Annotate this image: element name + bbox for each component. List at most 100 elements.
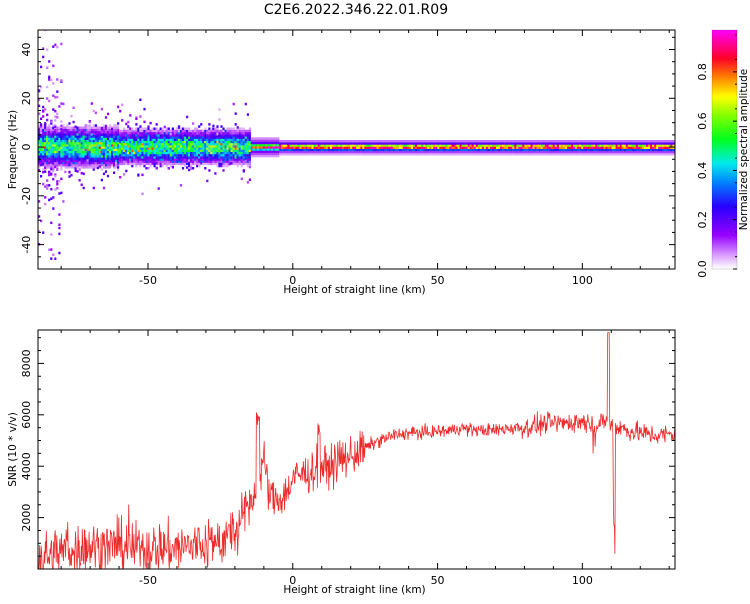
colorbar-segment (712, 121, 737, 125)
heatmap-cell (98, 126, 101, 129)
heatmap-cell (540, 142, 543, 145)
heatmap-cell (646, 146, 649, 149)
heatmap-cell (127, 145, 130, 148)
heatmap-cell (102, 150, 106, 154)
heatmap-cell (58, 180, 61, 183)
heatmap-cell (289, 140, 292, 143)
heatmap-cell (226, 153, 229, 157)
heatmap-cell (607, 142, 610, 145)
heatmap-cell (465, 140, 468, 143)
heatmap-cell (76, 146, 79, 149)
heatmap-cell (498, 140, 501, 143)
heatmap-cell (48, 131, 51, 134)
heatmap-cell (190, 129, 193, 133)
heatmap-cell (86, 159, 89, 162)
heatmap-cell (331, 144, 335, 147)
heatmap-cell (104, 125, 108, 128)
heatmap-cell (524, 153, 527, 156)
heatmap-cell (601, 146, 604, 149)
heatmap-cell (459, 153, 462, 156)
heatmap-cell (50, 148, 53, 151)
heatmap-cell (226, 156, 229, 159)
heatmap-cell (311, 153, 314, 156)
heatmap-cell (74, 157, 77, 160)
heatmap-cell (496, 153, 499, 156)
heatmap-cell (226, 164, 229, 168)
heatmap-cell (488, 150, 491, 154)
heatmap-cell (62, 146, 65, 149)
heatmap-cell (502, 140, 505, 143)
heatmap-cell (56, 130, 59, 134)
heatmap-cell (360, 146, 363, 149)
heatmap-cell (42, 105, 45, 109)
heatmap-cell (277, 152, 280, 156)
heatmap-cell (108, 152, 112, 156)
heatmap-cell (204, 162, 207, 166)
colorbar-segment (712, 155, 737, 159)
heatmap-cell (202, 158, 205, 161)
heatmap-cell (396, 144, 399, 147)
heatmap-cell (88, 144, 91, 147)
heatmap-cell (587, 142, 590, 145)
heatmap-cell (42, 161, 45, 165)
heatmap-cell (84, 150, 87, 154)
heatmap-cell (40, 219, 43, 223)
heatmap-cell (135, 134, 138, 137)
heatmap-cell (244, 162, 247, 166)
heatmap-cell (224, 151, 227, 155)
heatmap-cell (88, 124, 91, 127)
heatmap-cell (133, 136, 136, 139)
heatmap-cell (119, 138, 122, 141)
heatmap-cell (163, 147, 166, 150)
colorbar-segment (712, 167, 737, 171)
heatmap-cell (293, 146, 296, 149)
heatmap-cell (135, 127, 138, 130)
heatmap-cell (218, 134, 221, 137)
heatmap-cell (113, 133, 116, 136)
heatmap-cell (60, 102, 63, 105)
heatmap-cell (305, 142, 308, 145)
heatmap-cell (427, 142, 430, 145)
heatmap-cell (222, 145, 225, 148)
colorbar-segment (712, 163, 737, 167)
heatmap-cell (40, 126, 43, 129)
heatmap-cell (406, 140, 410, 143)
heatmap-cell (173, 136, 176, 139)
heatmap-cell (654, 142, 657, 145)
heatmap-cell (115, 157, 118, 160)
heatmap-cell (80, 128, 83, 132)
heatmap-cell (66, 157, 69, 160)
heatmap-cell (68, 141, 71, 145)
heatmap-cell (40, 163, 43, 167)
heatmap-cell (366, 150, 369, 154)
heatmap-cell (437, 153, 440, 156)
heatmap-cell (220, 134, 223, 137)
heatmap-cell (117, 159, 120, 162)
heatmap-cell (605, 150, 608, 154)
heatmap-cell (58, 223, 61, 226)
heatmap-cell (98, 137, 101, 140)
heatmap-cell (289, 150, 292, 154)
heatmap-cell (595, 148, 598, 152)
heatmap-cell (449, 148, 452, 152)
heatmap-x-ticks (60, 30, 670, 269)
heatmap-cell (157, 153, 160, 157)
heatmap-cell (392, 144, 395, 147)
colorbar-tick-label: 0.6 (696, 112, 709, 130)
heatmap-cell (465, 153, 468, 156)
heatmap-cell (364, 140, 367, 143)
colorbar-segment (712, 81, 737, 85)
heatmap-cell (94, 137, 97, 140)
heatmap-cell (408, 153, 412, 156)
heatmap-cell (119, 151, 122, 155)
heatmap-cell (477, 148, 480, 152)
heatmap-cell (98, 139, 101, 143)
heatmap-cell (48, 137, 51, 140)
colorbar-segment (712, 193, 737, 196)
heatmap-cell (165, 127, 168, 130)
colorbar-segment (712, 129, 737, 133)
heatmap-cell (131, 147, 134, 150)
heatmap-cell (666, 144, 669, 147)
heatmap-cell (113, 166, 116, 169)
heatmap-cell (327, 142, 330, 145)
